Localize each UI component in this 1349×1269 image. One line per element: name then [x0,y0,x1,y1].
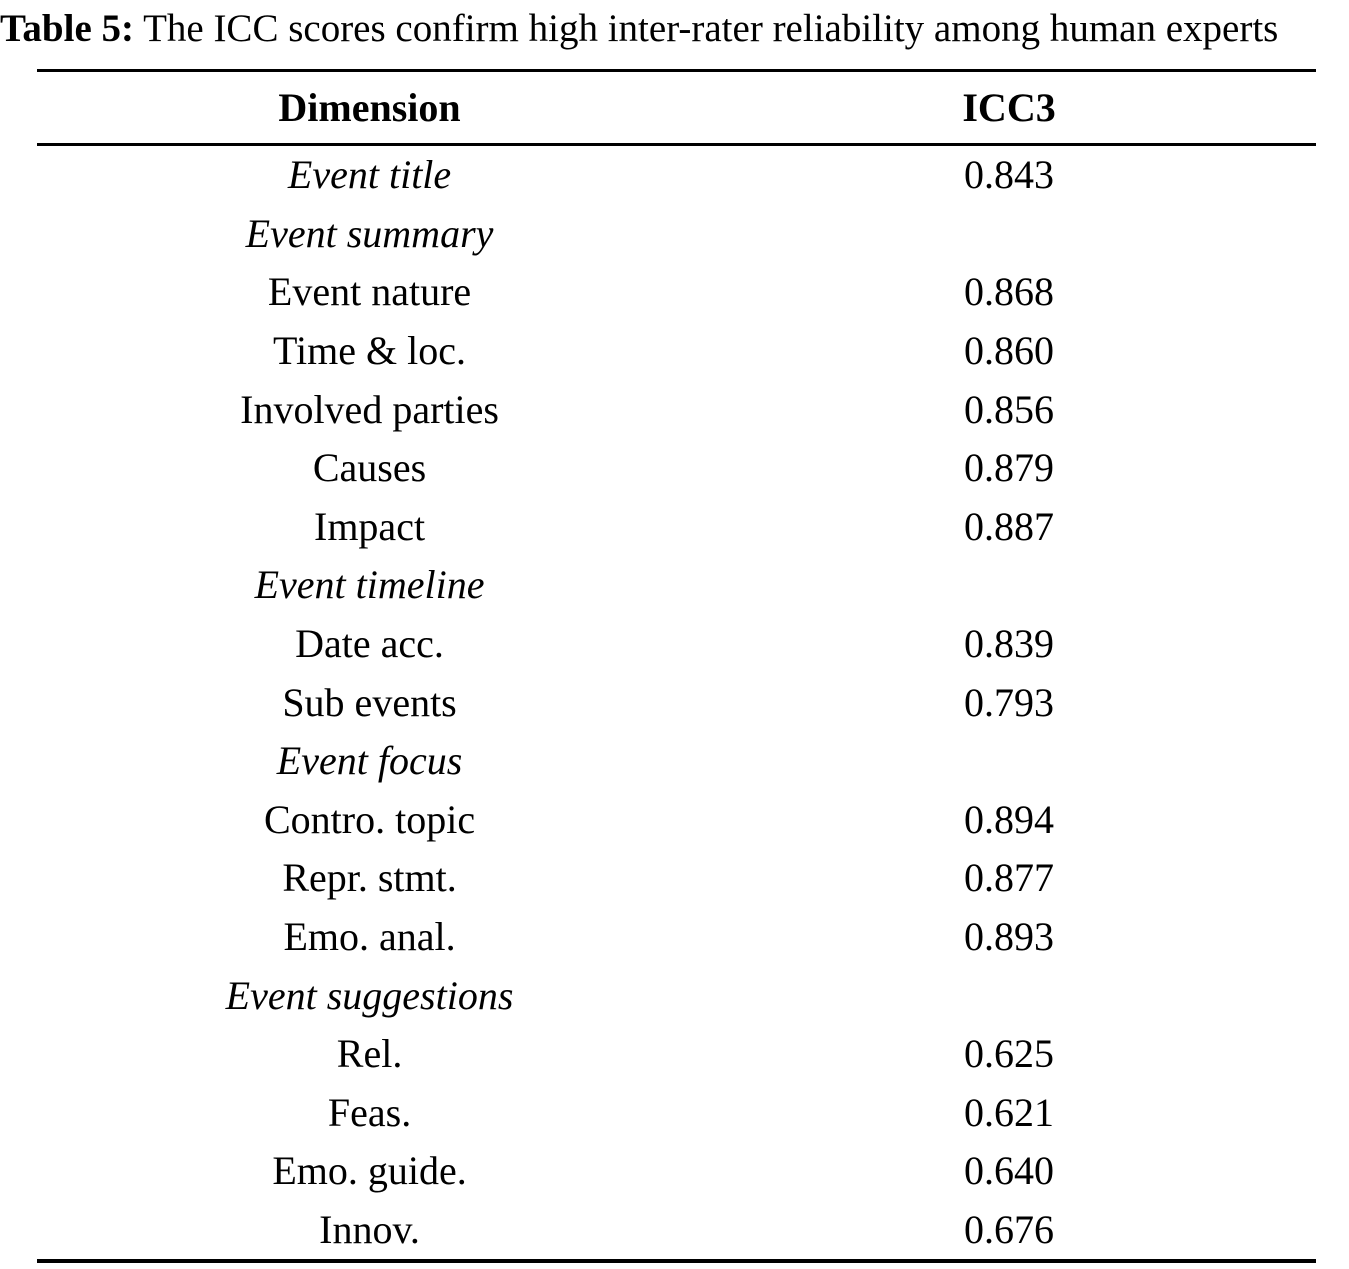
dimension-cell: Innov. [319,1206,420,1252]
dimension-cell: Event suggestions [225,972,514,1018]
table-row: Event summary [37,205,1316,264]
icc3-cell: 0.894 [964,796,1055,842]
dimension-cell: Emo. guide. [272,1148,467,1194]
dimension-cell: Event summary [245,210,494,256]
table-body: Event title 0.843 Event summary Event na… [37,146,1316,1259]
table-row: Sub events 0.793 [37,673,1316,732]
icc3-cell: 0.893 [964,914,1055,960]
icc3-cell: 0.856 [964,386,1055,432]
icc3-cell: 0.640 [964,1148,1055,1194]
table-row: Feas. 0.621 [37,1084,1316,1143]
dimension-cell: Involved parties [240,386,499,432]
icc3-cell: 0.625 [964,1031,1055,1077]
column-header-icc3: ICC3 [962,84,1056,130]
dimension-cell: Time & loc. [273,328,467,374]
dimension-cell: Sub events [282,679,457,725]
table-row: Impact 0.887 [37,498,1316,557]
dimension-cell: Event focus [276,738,463,784]
dimension-cell: Event nature [267,269,472,315]
table-caption: Table 5: The ICC scores confirm high int… [0,4,1349,54]
table-mid-rule [37,143,1316,146]
icc3-cell: 0.839 [964,621,1055,667]
dimension-cell: Causes [312,445,427,491]
table-row: Event suggestions [37,966,1316,1025]
dimension-cell: Contro. topic [263,796,476,842]
table-top-rule [37,69,1316,72]
table-row: Causes 0.879 [37,439,1316,498]
icc3-cell: 0.860 [964,328,1055,374]
dimension-cell: Rel. [336,1031,403,1077]
dimension-cell: Repr. stmt. [282,855,457,901]
dimension-cell: Event title [287,152,452,198]
table-row: Event title 0.843 [37,146,1316,205]
table-row: Event nature 0.868 [37,263,1316,322]
dimension-cell: Date acc. [295,621,444,667]
table-bottom-rule [37,1259,1316,1264]
icc-table: Dimension ICC3 Event title 0.843 Event s… [37,69,1316,1264]
dimension-cell: Feas. [327,1089,412,1135]
table-row: Rel. 0.625 [37,1025,1316,1084]
dimension-cell: Event timeline [254,562,485,608]
icc3-cell: 0.621 [964,1089,1055,1135]
table-row: Event timeline [37,556,1316,615]
table-row: Date acc. 0.839 [37,615,1316,674]
dimension-cell: Impact [314,503,426,549]
icc3-cell: 0.843 [964,152,1055,198]
table-header-row: Dimension ICC3 [37,72,1316,143]
table-caption-text: The ICC scores confirm high inter-rater … [143,7,1279,50]
table-row: Emo. anal. 0.893 [37,908,1316,967]
table-row: Emo. guide. 0.640 [37,1142,1316,1201]
table-row: Contro. topic 0.894 [37,791,1316,850]
icc3-cell: 0.868 [964,269,1055,315]
table-row: Innov. 0.676 [37,1201,1316,1260]
icc3-cell: 0.676 [964,1206,1055,1252]
table-row: Involved parties 0.856 [37,380,1316,439]
icc3-cell: 0.793 [964,679,1055,725]
icc3-cell: 0.877 [964,855,1055,901]
table-caption-label: Table 5: [0,7,135,50]
table-row: Repr. stmt. 0.877 [37,849,1316,908]
dimension-cell: Emo. anal. [283,914,456,960]
table-row: Event focus [37,732,1316,791]
column-header-dimension: Dimension [278,84,461,130]
icc3-cell: 0.887 [964,503,1055,549]
table-row: Time & loc. 0.860 [37,322,1316,381]
icc3-cell: 0.879 [964,445,1055,491]
